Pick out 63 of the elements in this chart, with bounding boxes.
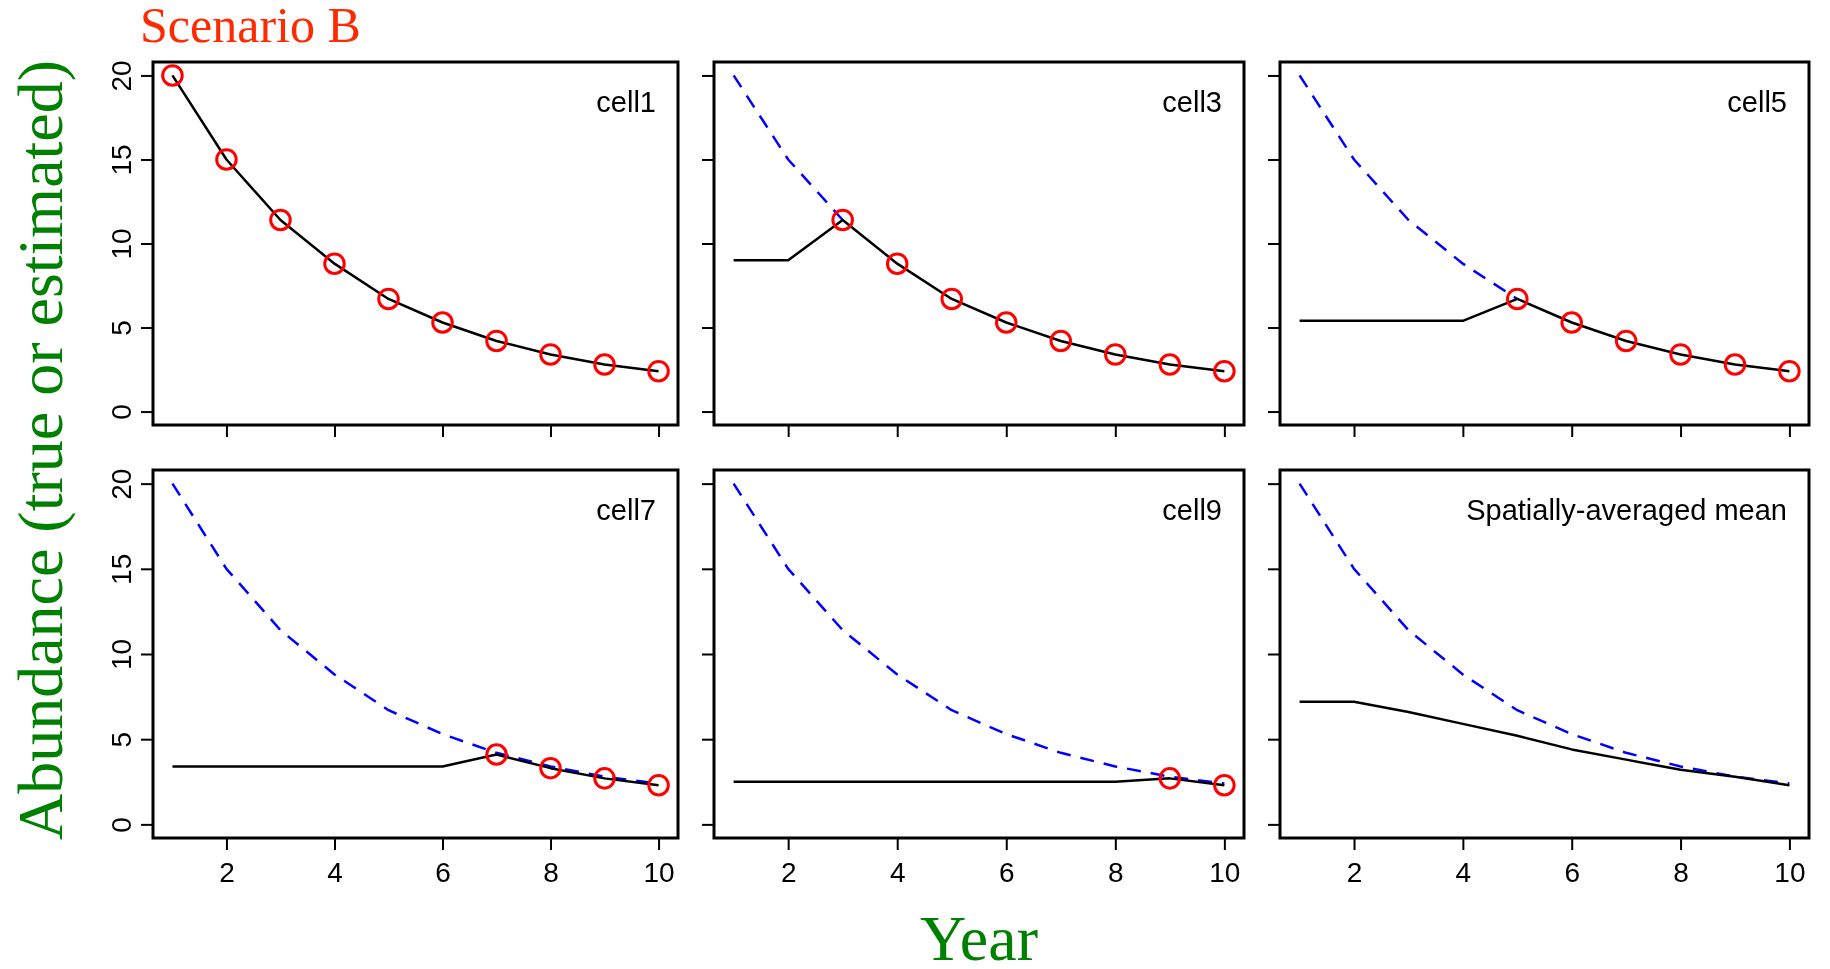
x-tick-label: 10 [1774, 856, 1806, 888]
point [1049, 329, 1073, 353]
annotation: cell1 [596, 86, 656, 118]
point [1506, 287, 1529, 311]
point [885, 252, 909, 275]
x-tick-label: 10 [1209, 856, 1241, 888]
x-tick-label: 8 [1673, 856, 1689, 888]
point [539, 756, 562, 780]
x-tick-label: 2 [219, 856, 235, 888]
annotation: Spatially-averaged mean [1466, 494, 1787, 526]
point [647, 359, 670, 383]
x-tick-label: 2 [780, 856, 797, 888]
x-tick-label: 4 [889, 856, 906, 888]
y-tick-label: 5 [105, 731, 137, 748]
y-tick-label: 20 [105, 468, 137, 500]
point [994, 311, 1018, 334]
annotation: cell3 [1162, 86, 1222, 118]
x-axis-title: Year [920, 903, 1038, 969]
point [1723, 353, 1747, 376]
point [1614, 329, 1638, 353]
x-tick-label: 4 [1455, 856, 1472, 888]
point [593, 767, 616, 790]
point [1213, 359, 1236, 383]
point [377, 287, 400, 311]
point [1778, 359, 1801, 383]
point [323, 252, 346, 275]
point [831, 208, 854, 232]
point [1104, 343, 1127, 366]
point [431, 311, 454, 334]
point [940, 287, 964, 311]
x-tick-label: 8 [1108, 856, 1124, 888]
point [485, 329, 508, 353]
y-tick-label: 5 [105, 320, 137, 336]
x-tick-label: 10 [643, 856, 675, 888]
point [269, 208, 292, 232]
line-series [171, 753, 660, 787]
y-tick-label: 10 [105, 228, 137, 260]
y-tick-label: 15 [105, 553, 137, 585]
point [215, 148, 238, 171]
x-tick-label: 6 [435, 856, 451, 888]
point [1669, 343, 1692, 366]
point [647, 773, 670, 797]
annotation: cell7 [596, 494, 656, 526]
point [1560, 311, 1583, 334]
x-tick-label: 6 [998, 856, 1015, 888]
point [161, 64, 184, 87]
x-tick-label: 8 [543, 856, 559, 888]
point [485, 743, 508, 766]
x-tick-label: 4 [327, 856, 343, 888]
y-tick-label: 0 [105, 817, 137, 833]
y-tick-label: 10 [105, 638, 137, 671]
y-tick-label: 20 [105, 60, 137, 92]
point [593, 353, 616, 376]
y-tick-label: 15 [105, 144, 137, 176]
annotation: cell5 [1727, 86, 1787, 118]
chart-title: Scenario B [140, 0, 361, 53]
point [539, 343, 562, 366]
y-tick-label: 0 [105, 404, 137, 420]
y-axis-title: Abundance (true or estimated) [5, 59, 76, 841]
x-tick-label: 2 [1346, 856, 1363, 888]
point [1158, 353, 1182, 376]
x-tick-label: 6 [1564, 856, 1580, 888]
annotation: cell9 [1162, 494, 1222, 526]
